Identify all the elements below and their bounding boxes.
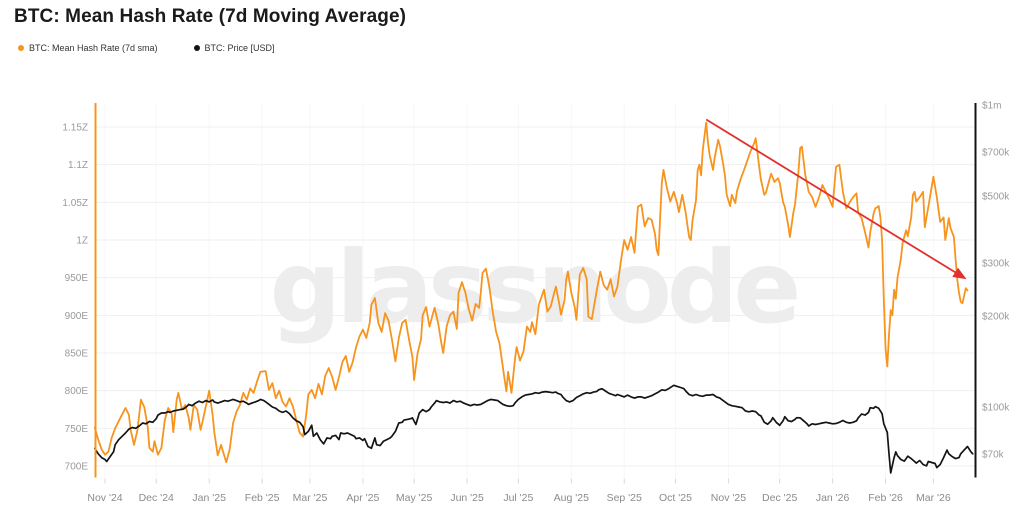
svg-text:Dec '25: Dec '25 [762, 492, 797, 504]
price-line [93, 384, 974, 474]
svg-text:Feb '25: Feb '25 [245, 492, 280, 504]
horizontal-gridlines [95, 126, 976, 467]
svg-text:$1m: $1m [982, 101, 1001, 112]
svg-text:750E: 750E [65, 424, 89, 435]
svg-text:Jan '25: Jan '25 [192, 492, 226, 504]
svg-text:Oct '25: Oct '25 [659, 492, 692, 504]
svg-text:Apr '25: Apr '25 [346, 492, 379, 504]
svg-text:$500k: $500k [982, 191, 1010, 202]
plot-area[interactable] [95, 103, 975, 478]
svg-text:Mar '25: Mar '25 [293, 492, 328, 504]
svg-text:Feb '26: Feb '26 [868, 492, 903, 504]
svg-text:Nov '25: Nov '25 [711, 492, 746, 504]
svg-text:$700k: $700k [982, 147, 1010, 158]
svg-text:Dec '24: Dec '24 [139, 492, 174, 504]
svg-text:950E: 950E [65, 273, 89, 284]
chart-legend: BTC: Mean Hash Rate (7d sma) BTC: Price … [18, 43, 275, 53]
svg-text:$300k: $300k [982, 258, 1010, 269]
svg-text:Sep '25: Sep '25 [607, 492, 642, 504]
svg-text:$70k: $70k [982, 449, 1005, 460]
svg-text:700E: 700E [65, 461, 89, 472]
svg-text:800E: 800E [65, 386, 89, 397]
legend-label-price: BTC: Price [USD] [204, 43, 275, 53]
svg-text:$200k: $200k [982, 312, 1010, 323]
price-legend-dot-icon [193, 45, 200, 51]
svg-text:1.15Z: 1.15Z [62, 123, 88, 134]
svg-text:$100k: $100k [982, 403, 1010, 414]
legend-item-price[interactable]: BTC: Price [USD] [193, 43, 275, 53]
svg-text:Nov '24: Nov '24 [87, 492, 122, 504]
axis-labels: 1.15Z 1.1Z 1.05Z 1Z 950E 900E 850E 800E 750E 700E… [62, 101, 1010, 505]
svg-text:Jul '25: Jul '25 [503, 492, 533, 504]
svg-text:900E: 900E [65, 311, 89, 322]
page-title: BTC: Mean Hash Rate (7d Moving Average) [14, 6, 407, 27]
legend-item-hash-rate[interactable]: BTC: Mean Hash Rate (7d sma) [18, 43, 158, 53]
svg-text:1.1Z: 1.1Z [68, 160, 88, 171]
svg-text:1.05Z: 1.05Z [62, 198, 88, 209]
hash-rate-legend-dot-icon [18, 45, 24, 51]
legend-label-hash-rate: BTC: Mean Hash Rate (7d sma) [29, 43, 158, 53]
axis-lines [94, 103, 977, 484]
svg-text:850E: 850E [65, 348, 89, 359]
svg-text:Aug '25: Aug '25 [554, 492, 589, 504]
svg-text:Jan '26: Jan '26 [816, 492, 850, 504]
svg-text:Mar '26: Mar '26 [916, 492, 951, 504]
svg-text:1Z: 1Z [76, 235, 88, 246]
svg-text:Jun '25: Jun '25 [450, 492, 484, 504]
trend-arrow [705, 118, 967, 280]
svg-text:May '25: May '25 [396, 492, 433, 504]
